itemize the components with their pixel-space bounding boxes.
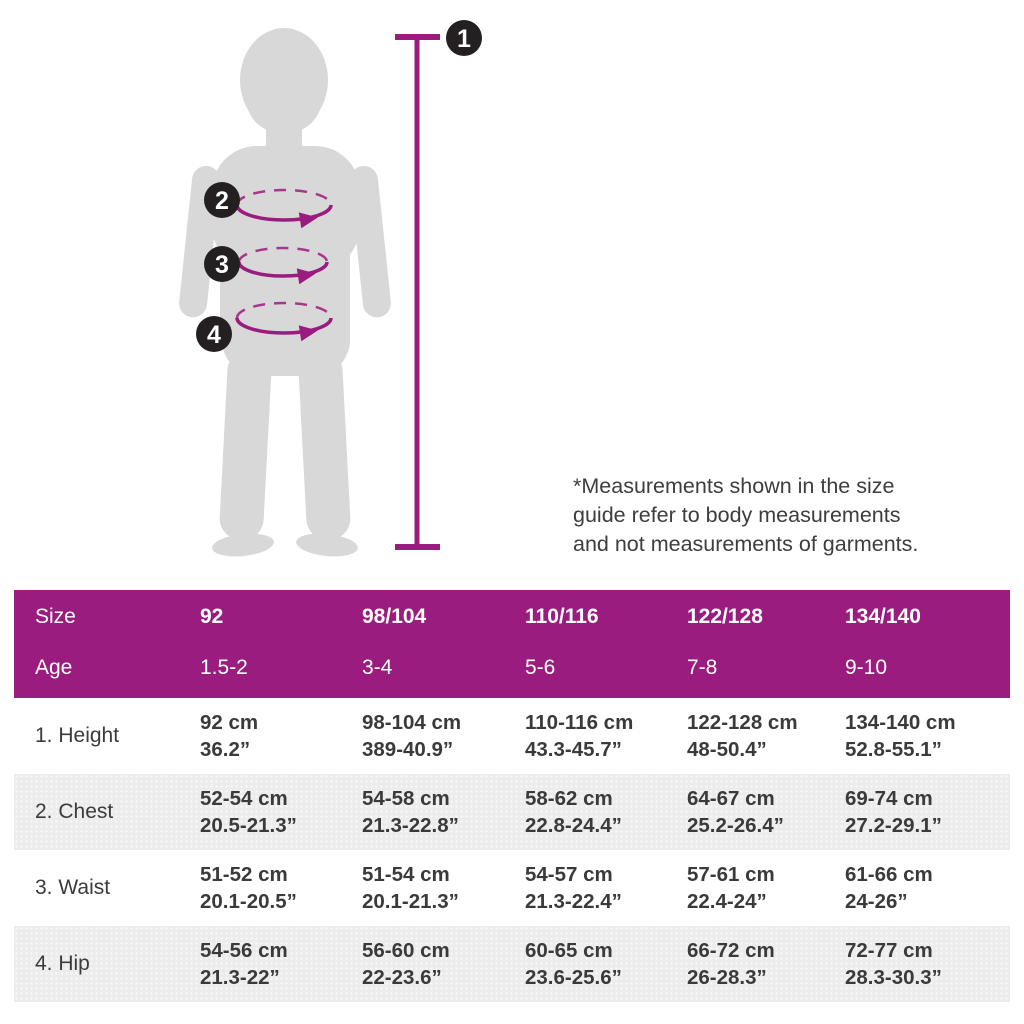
hip-134-140: 72-77 cm 28.3-30.3” <box>845 939 942 989</box>
height-98-104: 98-104 cm 389-40.9” <box>362 711 462 761</box>
waist-110-116: 54-57 cm 21.3-22.4” <box>525 863 622 913</box>
size-table: Size Age 92 1.5-2 98/104 3-4 110/116 5-6… <box>14 590 1010 1002</box>
note-line: *Measurements shown in the size <box>573 474 895 498</box>
waist-98-104: 51-54 cm 20.1-21.3” <box>362 863 459 913</box>
header-col-110-116: 110/116 5-6 <box>525 605 599 679</box>
size-table-header: Size Age 92 1.5-2 98/104 3-4 110/116 5-6… <box>14 590 1010 698</box>
chest-122-128: 64-67 cm 25.2-26.4” <box>687 787 784 837</box>
svg-text:2: 2 <box>215 187 229 215</box>
table-row-height: 1. Height 92 cm 36.2” 98-104 cm 389-40.9… <box>14 698 1010 774</box>
header-col-98-104: 98/104 3-4 <box>362 605 427 679</box>
waist-measure-ellipse <box>237 246 329 285</box>
marker-badge-4: 4 <box>196 316 232 352</box>
chest-measure-ellipse <box>235 188 333 229</box>
height-measure-line <box>395 34 440 550</box>
chest-134-140: 69-74 cm 27.2-29.1” <box>845 787 942 837</box>
height-110-116: 110-116 cm 43.3-45.7” <box>525 711 634 761</box>
waist-arrow-icon <box>296 268 316 285</box>
svg-text:4: 4 <box>207 321 221 349</box>
note-line: guide refer to body measurements <box>573 503 901 527</box>
waist-122-128: 57-61 cm 22.4-24” <box>687 863 775 913</box>
size-row-label: Size <box>35 605 76 628</box>
measurement-note: *Measurements shown in the size guide re… <box>573 472 953 559</box>
chest-92: 52-54 cm 20.5-21.3” <box>200 787 297 837</box>
waist-92: 51-52 cm 20.1-20.5” <box>200 863 297 913</box>
marker-badge-2: 2 <box>204 182 240 218</box>
chest-98-104: 54-58 cm 21.3-22.8” <box>362 787 459 837</box>
marker-badge-1: 1 <box>446 20 482 56</box>
svg-text:3: 3 <box>215 251 229 279</box>
row-label: 2. Chest <box>35 800 114 823</box>
chest-arrow-icon <box>298 212 318 229</box>
header-col-134-140: 134/140 9-10 <box>845 605 921 679</box>
child-silhouette-illustration: 1 2 3 4 <box>179 20 482 557</box>
table-row-chest: 2. Chest 52-54 cm 20.5-21.3” 54-58 cm 21… <box>14 774 1010 850</box>
chest-110-116: 58-62 cm 22.8-24.4” <box>525 787 622 837</box>
hip-arrow-icon <box>298 325 318 342</box>
table-row-hip: 4. Hip 54-56 cm 21.3-22” 56-60 cm 22-23.… <box>14 926 1010 1002</box>
hip-98-104: 56-60 cm 22-23.6” <box>362 939 450 989</box>
height-122-128: 122-128 cm 48-50.4” <box>687 711 798 761</box>
table-row-waist: 3. Waist 51-52 cm 20.1-20.5” 51-54 cm 20… <box>14 850 1010 926</box>
header-col-92: 92 1.5-2 <box>200 605 248 679</box>
child-silhouette <box>179 28 391 557</box>
height-92: 92 cm 36.2” <box>200 711 259 761</box>
height-134-140: 134-140 cm 52.8-55.1” <box>845 711 956 761</box>
svg-text:1: 1 <box>457 25 471 53</box>
hip-92: 54-56 cm 21.3-22” <box>200 939 288 989</box>
hip-measure-ellipse <box>235 301 333 342</box>
waist-134-140: 61-66 cm 24-26” <box>845 863 933 913</box>
marker-badge-3: 3 <box>204 246 240 282</box>
row-label: 4. Hip <box>35 952 90 975</box>
hip-122-128: 66-72 cm 26-28.3” <box>687 939 775 989</box>
header-col-122-128: 122/128 7-8 <box>687 605 763 679</box>
row-label: 3. Waist <box>35 876 111 899</box>
row-label: 1. Height <box>35 724 120 747</box>
note-line: and not measurements of garments. <box>573 532 919 556</box>
hip-110-116: 60-65 cm 23.6-25.6” <box>525 939 622 989</box>
age-row-label: Age <box>35 656 73 679</box>
header-label-cell: Size Age <box>14 590 200 698</box>
